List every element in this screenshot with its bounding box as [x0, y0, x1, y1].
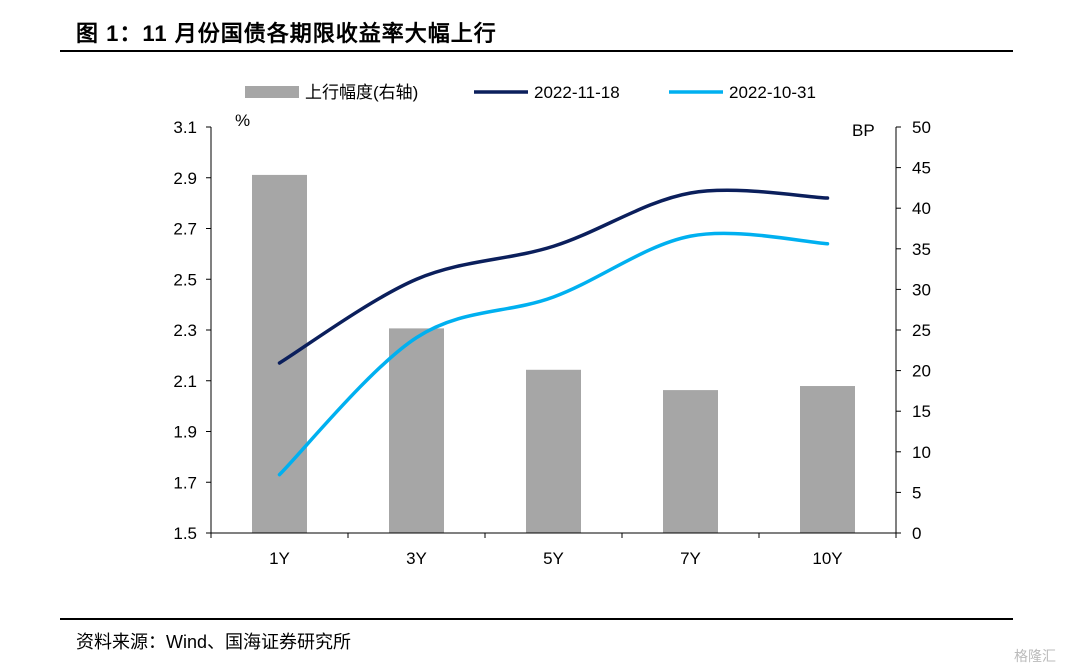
bar-10Y — [800, 386, 855, 533]
legend-label: 上行幅度(右轴) — [305, 83, 418, 102]
watermark: 格隆汇 — [1014, 648, 1056, 664]
right-tick-label: 0 — [912, 524, 921, 543]
right-tick-label: 15 — [912, 402, 931, 421]
right-axis-unit: BP — [852, 121, 875, 140]
right-tick-label: 40 — [912, 199, 931, 218]
left-tick-label: 1.7 — [173, 473, 197, 492]
bar-3Y — [389, 328, 444, 533]
right-tick-label: 5 — [912, 483, 921, 502]
legend-swatch-bar — [245, 86, 299, 98]
left-tick-label: 2.7 — [173, 220, 197, 239]
x-tick-label: 5Y — [543, 549, 564, 568]
bar-7Y — [663, 390, 718, 533]
left-axis-unit: % — [235, 111, 250, 130]
legend-label: 2022-10-31 — [729, 83, 816, 102]
x-tick-label: 10Y — [812, 549, 842, 568]
bottom-rule — [60, 618, 1013, 620]
x-tick-label: 3Y — [406, 549, 427, 568]
left-tick-label: 2.5 — [173, 270, 197, 289]
figure-title: 图 1：11 月份国债各期限收益率大幅上行 — [76, 21, 497, 46]
bar-1Y — [252, 174, 307, 533]
left-tick-label: 1.5 — [173, 524, 197, 543]
x-tick-label: 1Y — [269, 549, 290, 568]
right-tick-label: 35 — [912, 240, 931, 259]
left-tick-label: 2.1 — [173, 372, 197, 391]
bar-5Y — [526, 369, 581, 533]
top-rule — [60, 50, 1013, 52]
legend-label: 2022-11-18 — [534, 83, 620, 102]
right-tick-label: 30 — [912, 280, 931, 299]
line-2022-10-31 — [277, 231, 830, 477]
right-tick-label: 50 — [912, 118, 931, 137]
right-tick-label: 25 — [912, 321, 931, 340]
left-tick-label: 2.9 — [173, 169, 197, 188]
right-tick-label: 45 — [912, 159, 931, 178]
right-tick-label: 20 — [912, 362, 931, 381]
right-tick-label: 10 — [912, 443, 931, 462]
left-tick-label: 3.1 — [173, 118, 197, 137]
x-tick-label: 7Y — [680, 549, 701, 568]
line-2022-11-18 — [277, 188, 830, 365]
source-note: 资料来源：Wind、国海证券研究所 — [76, 632, 352, 652]
left-tick-label: 2.3 — [173, 321, 197, 340]
left-tick-label: 1.9 — [173, 423, 197, 442]
